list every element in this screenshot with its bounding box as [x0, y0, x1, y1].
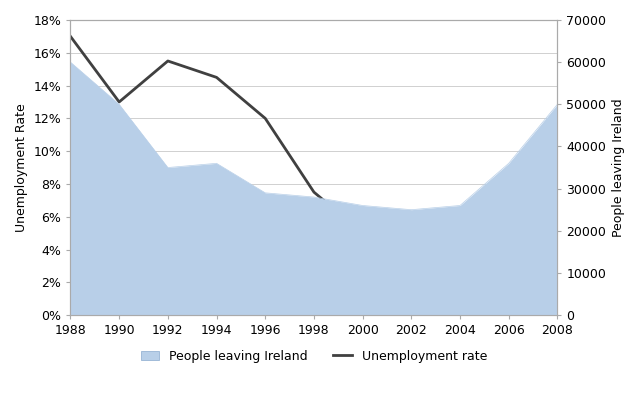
- Legend: People leaving Ireland, Unemployment rate: People leaving Ireland, Unemployment rat…: [136, 345, 492, 368]
- Y-axis label: Unemployment Rate: Unemployment Rate: [15, 103, 28, 232]
- Y-axis label: People leaving Ireland: People leaving Ireland: [612, 98, 625, 237]
